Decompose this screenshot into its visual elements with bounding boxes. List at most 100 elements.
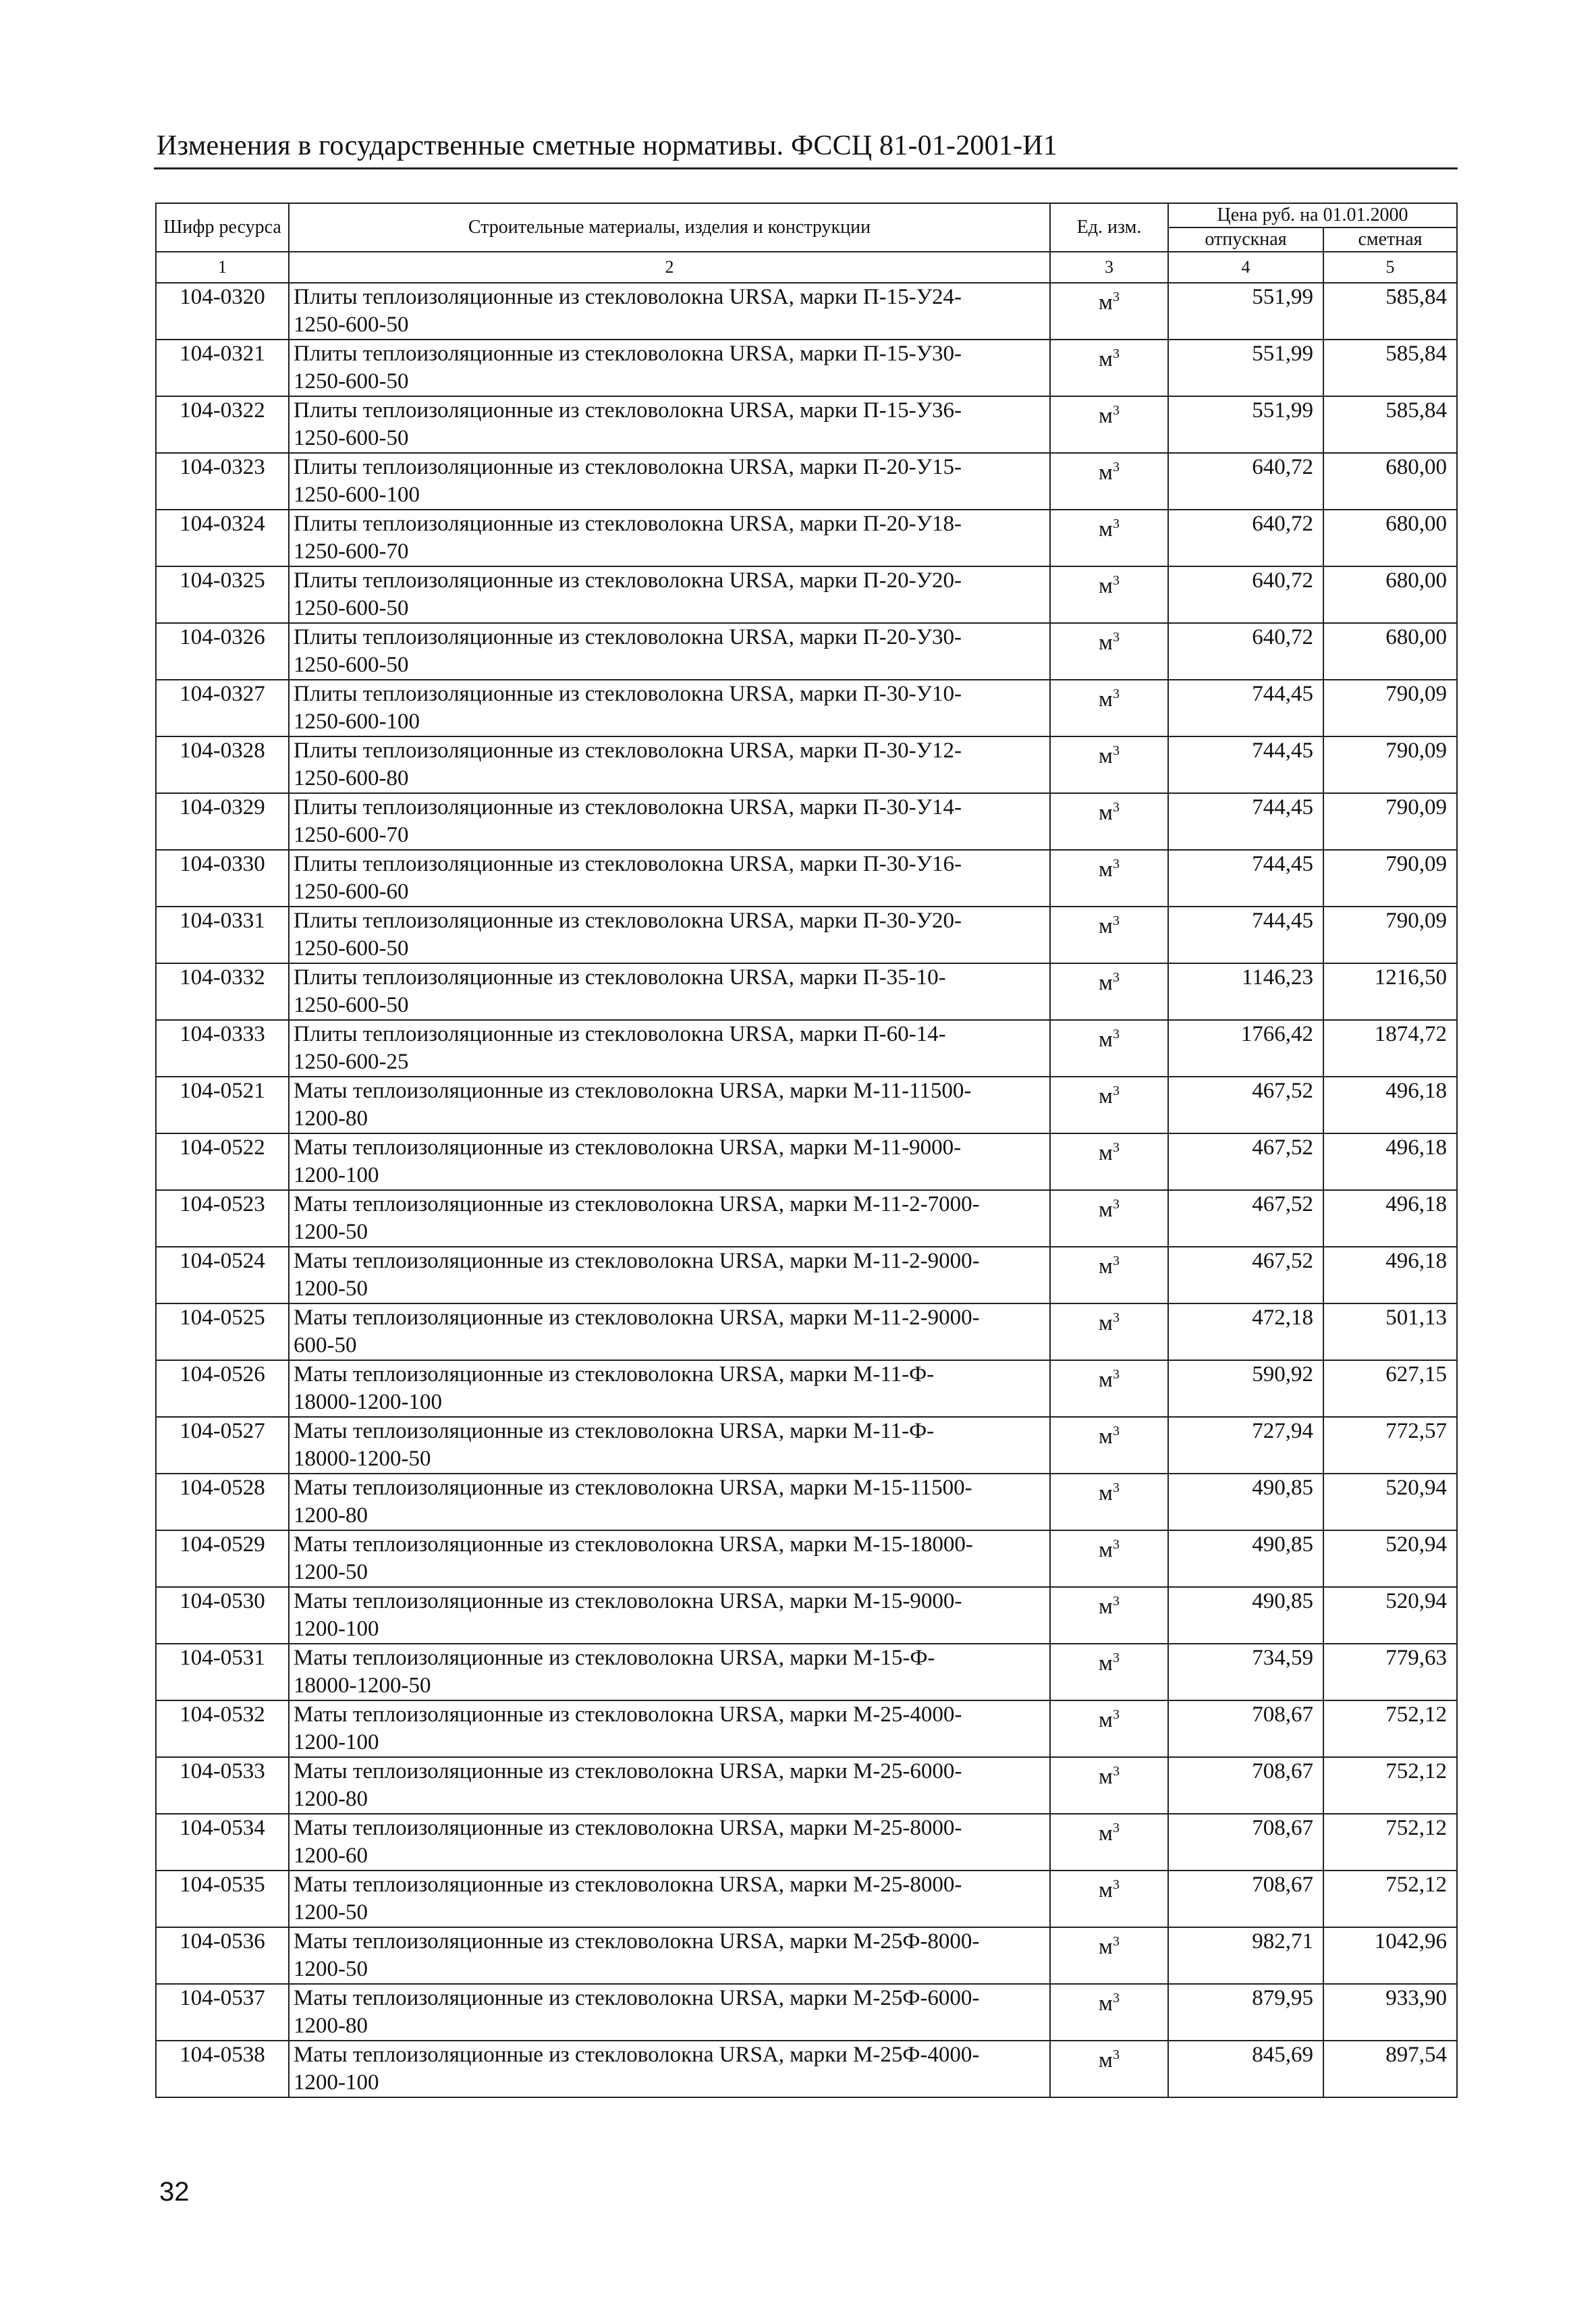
price-estimate: 790,09 — [1322, 736, 1458, 794]
table-row: 104-0324 Плиты теплоизоляционные из стекл… — [155, 509, 1458, 567]
table-row: 104-0535 Маты теплоизоляционные из стекло… — [155, 1870, 1458, 1928]
price-estimate: 790,09 — [1322, 906, 1458, 964]
price-release: 708,67 — [1167, 1756, 1324, 1814]
resource-code: 104-0521 — [155, 1076, 290, 1134]
table-row: 104-0325 Плиты теплоизоляционные из стекл… — [155, 566, 1458, 624]
unit-base: м — [1099, 1991, 1113, 2016]
price-release: 467,52 — [1167, 1076, 1324, 1134]
resource-code: 104-0324 — [155, 509, 290, 567]
price-estimate: 933,90 — [1322, 1983, 1458, 2041]
price-release: 467,52 — [1167, 1246, 1324, 1304]
unit: м3 — [1049, 1246, 1169, 1304]
table-row: 104-0523 Маты теплоизоляционные из стекло… — [155, 1189, 1458, 1247]
column-number: 5 — [1322, 251, 1458, 284]
price-estimate: 585,84 — [1322, 282, 1458, 340]
unit-base: м — [1099, 630, 1113, 655]
unit-base: м — [1099, 1708, 1113, 1732]
table-row: 104-0537 Маты теплоизоляционные из стекло… — [155, 1983, 1458, 2041]
unit-exponent: 3 — [1112, 1480, 1120, 1495]
unit: м3 — [1049, 282, 1169, 340]
table-row: 104-0533 Маты теплоизоляционные из стекло… — [155, 1756, 1458, 1814]
table-row: 104-0321 Плиты теплоизоляционные из стекл… — [155, 339, 1458, 397]
unit-exponent: 3 — [1112, 346, 1120, 361]
unit-base: м — [1099, 1594, 1113, 1619]
price-release: 467,52 — [1167, 1133, 1324, 1191]
material-name: Маты теплоизоляционные из стекловолокна … — [288, 1813, 1051, 1871]
unit-base: м — [1099, 1651, 1113, 1675]
unit-exponent: 3 — [1112, 1821, 1120, 1835]
price-release: 879,95 — [1167, 1983, 1324, 2041]
unit: м3 — [1049, 1133, 1169, 1191]
unit: м3 — [1049, 566, 1169, 624]
unit-exponent: 3 — [1112, 1140, 1120, 1155]
unit: м3 — [1049, 339, 1169, 397]
material-name: Маты теплоизоляционные из стекловолокна … — [288, 1927, 1051, 1985]
material-name: Маты теплоизоляционные из стекловолокна … — [288, 1303, 1051, 1361]
table-row: 104-0532 Маты теплоизоляционные из стекло… — [155, 1700, 1458, 1758]
unit-exponent: 3 — [1112, 970, 1120, 985]
price-release: 551,99 — [1167, 282, 1324, 340]
unit-base: м — [1099, 1424, 1113, 1449]
table-row: 104-0521 Маты теплоизоляционные из стекло… — [155, 1076, 1458, 1134]
resource-code: 104-0528 — [155, 1473, 290, 1531]
column-number: 1 — [155, 251, 290, 284]
unit-exponent: 3 — [1112, 516, 1120, 531]
price-release: 744,45 — [1167, 792, 1324, 851]
price-estimate: 1216,50 — [1322, 963, 1458, 1021]
unit: м3 — [1049, 792, 1169, 851]
unit-base: м — [1099, 1878, 1113, 1902]
unit: м3 — [1049, 849, 1169, 907]
price-estimate: 897,54 — [1322, 2040, 1458, 2098]
material-name: Плиты теплоизоляционные из стекловолокна… — [288, 736, 1051, 794]
price-release: 467,52 — [1167, 1189, 1324, 1247]
unit-base: м — [1099, 914, 1113, 938]
price-release: 640,72 — [1167, 566, 1324, 624]
resource-code: 104-0522 — [155, 1133, 290, 1191]
price-estimate: 752,12 — [1322, 1870, 1458, 1928]
price-estimate: 680,00 — [1322, 452, 1458, 510]
unit-exponent: 3 — [1112, 1764, 1120, 1779]
material-name: Маты теплоизоляционные из стекловолокна … — [288, 1700, 1051, 1758]
material-name: Плиты теплоизоляционные из стекловолокна… — [288, 396, 1051, 454]
resource-code: 104-0329 — [155, 792, 290, 851]
unit: м3 — [1049, 2040, 1169, 2098]
resource-code: 104-0325 — [155, 566, 290, 624]
header-rule — [154, 167, 1458, 169]
price-estimate: 496,18 — [1322, 1246, 1458, 1304]
price-release: 551,99 — [1167, 339, 1324, 397]
unit-base: м — [1099, 1254, 1113, 1279]
price-estimate: 752,12 — [1322, 1756, 1458, 1814]
unit-base: м — [1099, 2048, 1113, 2072]
price-estimate: 1042,96 — [1322, 1927, 1458, 1985]
column-number: 2 — [288, 251, 1051, 284]
price-release: 708,67 — [1167, 1813, 1324, 1871]
price-release: 1146,23 — [1167, 963, 1324, 1021]
material-name: Маты теплоизоляционные из стекловолокна … — [288, 2040, 1051, 2098]
unit-base: м — [1099, 574, 1113, 598]
table-row: 104-0528 Маты теплоизоляционные из стекло… — [155, 1473, 1458, 1531]
col-header-unit: Ед. изм. — [1049, 203, 1169, 252]
unit-base: м — [1099, 1027, 1113, 1052]
table-row: 104-0333 Плиты теплоизоляционные из стекл… — [155, 1019, 1458, 1077]
unit: м3 — [1049, 1870, 1169, 1928]
unit: м3 — [1049, 736, 1169, 794]
unit-exponent: 3 — [1112, 1707, 1120, 1722]
price-release: 744,45 — [1167, 906, 1324, 964]
material-name: Маты теплоизоляционные из стекловолокна … — [288, 1076, 1051, 1134]
price-estimate: 790,09 — [1322, 849, 1458, 907]
resource-code: 104-0533 — [155, 1756, 290, 1814]
col-header-price-estimate: сметная — [1322, 227, 1458, 252]
unit-exponent: 3 — [1112, 1424, 1120, 1439]
material-name: Плиты теплоизоляционные из стекловолокна… — [288, 963, 1051, 1021]
material-name: Плиты теплоизоляционные из стекловолокна… — [288, 679, 1051, 737]
price-release: 640,72 — [1167, 509, 1324, 567]
resource-code: 104-0537 — [155, 1983, 290, 2041]
unit: м3 — [1049, 1586, 1169, 1644]
material-name: Маты теплоизоляционные из стекловолокна … — [288, 1643, 1051, 1701]
unit-base: м — [1099, 347, 1113, 371]
material-name: Плиты теплоизоляционные из стекловолокна… — [288, 452, 1051, 510]
unit: м3 — [1049, 1416, 1169, 1474]
material-name: Маты теплоизоляционные из стекловолокна … — [288, 1473, 1051, 1531]
unit: м3 — [1049, 906, 1169, 964]
col-header-code: Шифр ресурса — [155, 203, 290, 252]
